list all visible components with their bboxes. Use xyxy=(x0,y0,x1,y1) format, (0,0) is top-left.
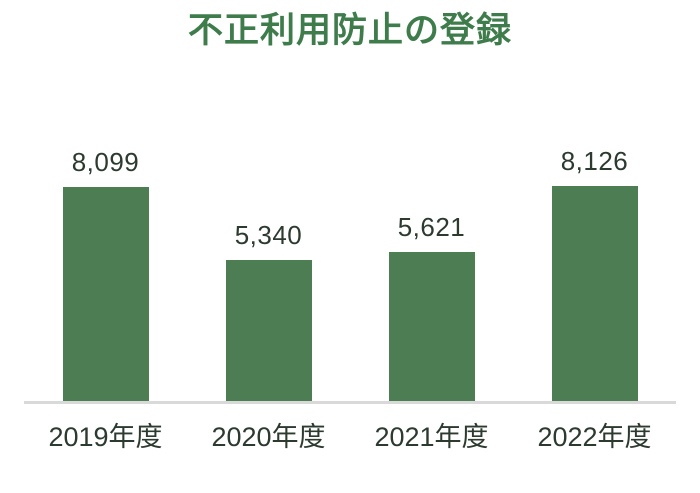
bar-value-label: 8,099 xyxy=(71,146,140,177)
chart-page: 不正利用防止の登録 8,099 5,340 5,621 8,126 2019年度 202… xyxy=(0,11,700,454)
bar-value-label: 5,340 xyxy=(234,219,303,250)
bar xyxy=(225,259,312,401)
x-axis-labels: 2019年度 2020年度 2021年度 2022年度 xyxy=(24,415,676,454)
x-axis-line xyxy=(24,400,676,404)
x-axis-label: 2019年度 xyxy=(48,421,163,452)
x-axis-label: 2020年度 xyxy=(211,421,326,452)
bar-value-label: 8,126 xyxy=(560,145,629,176)
x-axis-label: 2022年度 xyxy=(537,421,652,452)
bar-value-label: 5,621 xyxy=(397,211,466,242)
x-axis-label: 2021年度 xyxy=(374,421,489,452)
bar xyxy=(62,186,149,401)
page-title: 不正利用防止の登録 xyxy=(187,11,512,50)
bar xyxy=(388,251,475,401)
bar-group: 8,099 xyxy=(24,147,187,401)
bar-group: 5,621 xyxy=(350,212,513,401)
bar-group: 8,126 xyxy=(513,146,676,401)
bar-group: 5,340 xyxy=(187,220,350,401)
plot-area: 8,099 5,340 5,621 8,126 xyxy=(24,143,676,401)
bar xyxy=(551,185,638,401)
